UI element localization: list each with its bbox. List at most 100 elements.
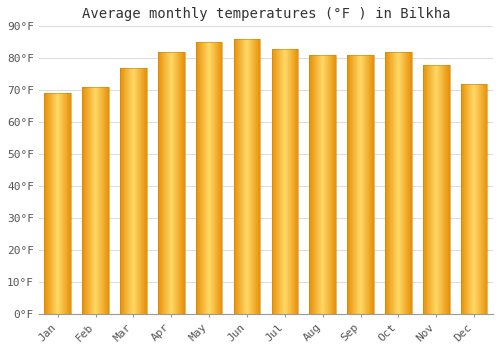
Bar [316, 55, 317, 314]
Bar [258, 39, 259, 314]
Bar [65, 93, 66, 314]
Bar [165, 52, 166, 314]
Bar [177, 52, 178, 314]
Bar [406, 52, 407, 314]
Bar [328, 55, 329, 314]
Bar [245, 39, 246, 314]
Bar [46, 93, 47, 314]
Bar [333, 55, 334, 314]
Bar [127, 68, 128, 314]
Bar [234, 39, 235, 314]
Bar [94, 87, 95, 314]
Bar [145, 68, 146, 314]
Bar [472, 84, 473, 314]
Bar [240, 39, 241, 314]
Bar [294, 49, 295, 314]
Bar [129, 68, 130, 314]
Bar [134, 68, 135, 314]
Bar [476, 84, 477, 314]
Bar [429, 65, 430, 314]
Bar [468, 84, 469, 314]
Bar [273, 49, 274, 314]
Bar [410, 52, 411, 314]
Bar [137, 68, 138, 314]
Bar [120, 68, 121, 314]
Bar [197, 42, 198, 314]
Bar [480, 84, 481, 314]
Bar [256, 39, 257, 314]
Bar [446, 65, 447, 314]
Bar [352, 55, 353, 314]
Bar [317, 55, 318, 314]
Bar [173, 52, 174, 314]
Bar [58, 93, 59, 314]
Bar [445, 65, 446, 314]
Bar [208, 42, 209, 314]
Bar [315, 55, 316, 314]
Bar [313, 55, 314, 314]
Bar [136, 68, 137, 314]
Bar [181, 52, 182, 314]
Bar [158, 52, 184, 314]
Bar [396, 52, 397, 314]
Bar [144, 68, 145, 314]
Bar [357, 55, 358, 314]
Bar [438, 65, 439, 314]
Bar [131, 68, 132, 314]
Bar [440, 65, 441, 314]
Bar [324, 55, 325, 314]
Bar [366, 55, 367, 314]
Bar [162, 52, 163, 314]
Bar [84, 87, 85, 314]
Bar [88, 87, 89, 314]
Bar [296, 49, 297, 314]
Bar [319, 55, 320, 314]
Bar [46, 93, 47, 314]
Bar [464, 84, 465, 314]
Bar [334, 55, 335, 314]
Bar [315, 55, 316, 314]
Bar [332, 55, 333, 314]
Bar [66, 93, 67, 314]
Bar [44, 93, 45, 314]
Bar [395, 52, 396, 314]
Bar [461, 84, 462, 314]
Bar [318, 55, 320, 314]
Bar [92, 87, 93, 314]
Bar [61, 93, 62, 314]
Bar [390, 52, 391, 314]
Bar [143, 68, 144, 314]
Bar [275, 49, 276, 314]
Bar [211, 42, 212, 314]
Bar [331, 55, 332, 314]
Bar [286, 49, 287, 314]
Bar [244, 39, 245, 314]
Bar [442, 65, 443, 314]
Bar [362, 55, 363, 314]
Bar [404, 52, 405, 314]
Bar [401, 52, 402, 314]
Bar [399, 52, 400, 314]
Bar [90, 87, 91, 314]
Bar [126, 68, 127, 314]
Bar [238, 39, 239, 314]
Bar [208, 42, 209, 314]
Bar [166, 52, 167, 314]
Bar [124, 68, 125, 314]
Bar [212, 42, 213, 314]
Bar [180, 52, 181, 314]
Bar [363, 55, 364, 314]
Bar [292, 49, 293, 314]
Bar [239, 39, 240, 314]
Bar [477, 84, 478, 314]
Bar [133, 68, 134, 314]
Bar [479, 84, 480, 314]
Bar [49, 93, 50, 314]
Bar [360, 55, 361, 314]
Bar [135, 68, 136, 314]
Bar [285, 49, 286, 314]
Bar [56, 93, 57, 314]
Bar [93, 87, 94, 314]
Bar [282, 49, 283, 314]
Bar [160, 52, 161, 314]
